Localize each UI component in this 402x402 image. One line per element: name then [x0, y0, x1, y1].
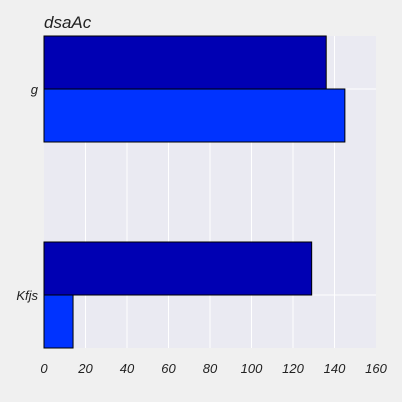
x-tick-label: 140 [324, 361, 346, 376]
bar-g-series-1 [43, 35, 327, 90]
x-tick-label: 80 [203, 361, 218, 376]
category-label: g [31, 82, 39, 97]
bars [43, 35, 346, 349]
x-tick-label: 60 [161, 361, 176, 376]
x-tick-label: 40 [120, 361, 135, 376]
x-tick-label: 160 [365, 361, 387, 376]
bar-kfjs-series-1 [43, 241, 313, 296]
x-tick-label: 20 [77, 361, 93, 376]
x-tick-label: 100 [241, 361, 263, 376]
category-labels: g Kfjs [16, 82, 38, 303]
x-tick-label: 120 [282, 361, 304, 376]
bar-kfjs-series-2 [43, 294, 74, 349]
bar-g-series-2 [43, 88, 346, 143]
x-tick-label: 0 [40, 361, 48, 376]
chart-title: dsaAc [44, 13, 92, 32]
category-label: Kfjs [16, 288, 38, 303]
x-tick-labels: 0 20 40 60 80 100 120 140 160 [40, 361, 387, 376]
